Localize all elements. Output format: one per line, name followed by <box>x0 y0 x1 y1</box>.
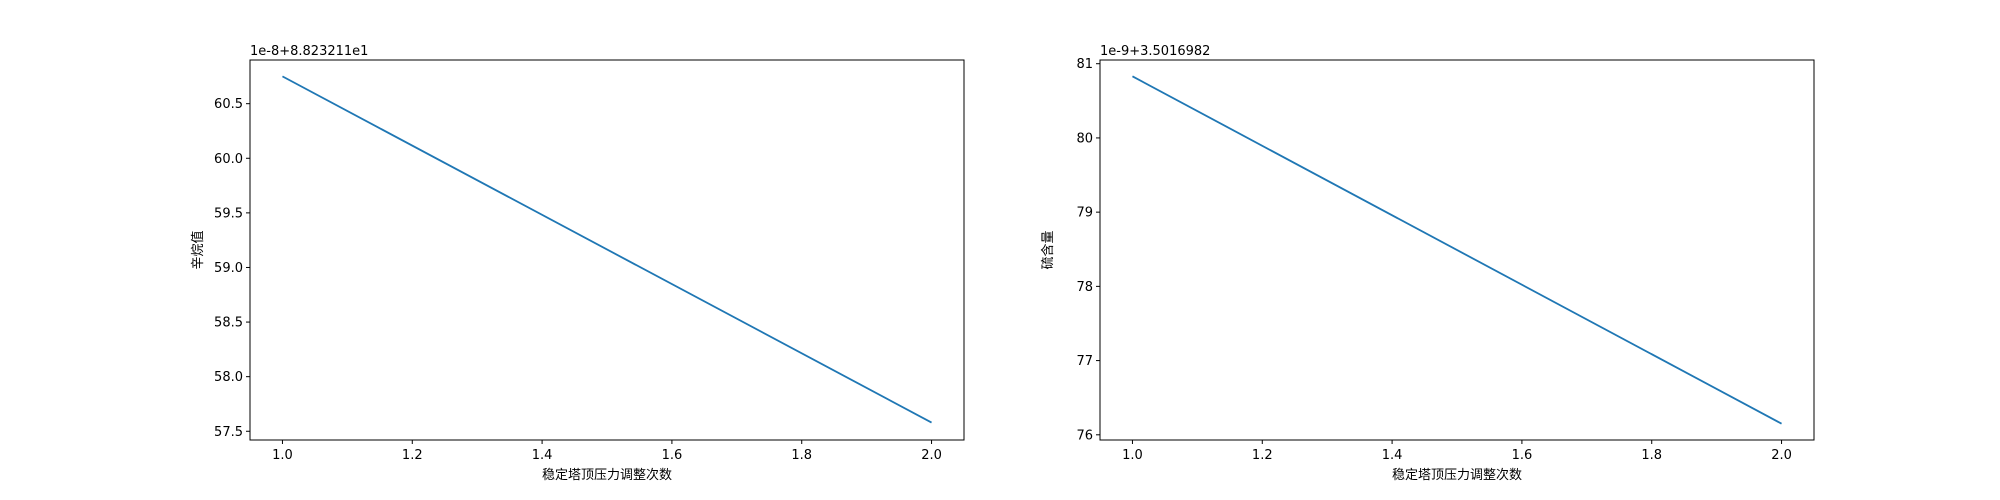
y-offset-label: 1e-9+3.5016982 <box>1100 44 1210 59</box>
y-tick-label: 78 <box>1076 280 1093 295</box>
y-tick-label: 60.5 <box>214 97 243 112</box>
series-line-1 <box>1132 75 1782 425</box>
series-line-1 <box>282 75 932 424</box>
x-tick-label: 2.0 <box>921 448 942 463</box>
y-tick-label: 80 <box>1076 131 1093 146</box>
x-tick-label: 1.6 <box>662 448 683 463</box>
x-tick-label: 1.8 <box>791 448 812 463</box>
y-tick-label: 58.5 <box>214 316 243 331</box>
y-tick-label: 59.0 <box>214 261 243 276</box>
y-tick-label: 79 <box>1076 206 1093 221</box>
y-axis-label: 硫含量 <box>1040 230 1056 269</box>
y-tick-label: 81 <box>1076 57 1093 72</box>
x-tick-label: 1.4 <box>532 448 553 463</box>
chart-panel-1: 1.0 1.2 1.4 1.6 1.8 2.0 57.5 58.0 58.5 59.0 59.5 60… <box>190 44 965 483</box>
x-tick-label: 2.0 <box>1771 448 1792 463</box>
x-axis-label: 稳定塔顶压力调整次数 <box>542 467 672 483</box>
y-tick-label: 58.0 <box>214 370 243 385</box>
y-tick-label: 60.0 <box>214 152 243 167</box>
x-tick-label: 1.0 <box>272 448 293 463</box>
chart-panel-2: 1.0 1.2 1.4 1.6 1.8 2.0 76 77 78 79 80 81 1e-9+3.501… <box>1040 44 1815 483</box>
y-offset-label: 1e-8+8.823211e1 <box>250 44 368 59</box>
axes-frame <box>249 59 965 441</box>
axes-frame <box>1099 59 1815 441</box>
x-tick-label: 1.2 <box>402 448 423 463</box>
y-tick-label: 59.5 <box>214 206 243 221</box>
x-tick-label: 1.4 <box>1382 448 1403 463</box>
y-axis-label: 辛烷值 <box>190 230 206 269</box>
x-axis-label: 稳定塔顶压力调整次数 <box>1392 467 1522 483</box>
x-tick-label: 1.6 <box>1512 448 1533 463</box>
x-tick-label: 1.0 <box>1122 448 1143 463</box>
y-tick-label: 76 <box>1076 428 1093 443</box>
y-tick-label: 77 <box>1076 354 1093 369</box>
x-tick-label: 1.8 <box>1641 448 1662 463</box>
y-tick-label: 57.5 <box>214 425 243 440</box>
x-tick-label: 1.2 <box>1252 448 1273 463</box>
